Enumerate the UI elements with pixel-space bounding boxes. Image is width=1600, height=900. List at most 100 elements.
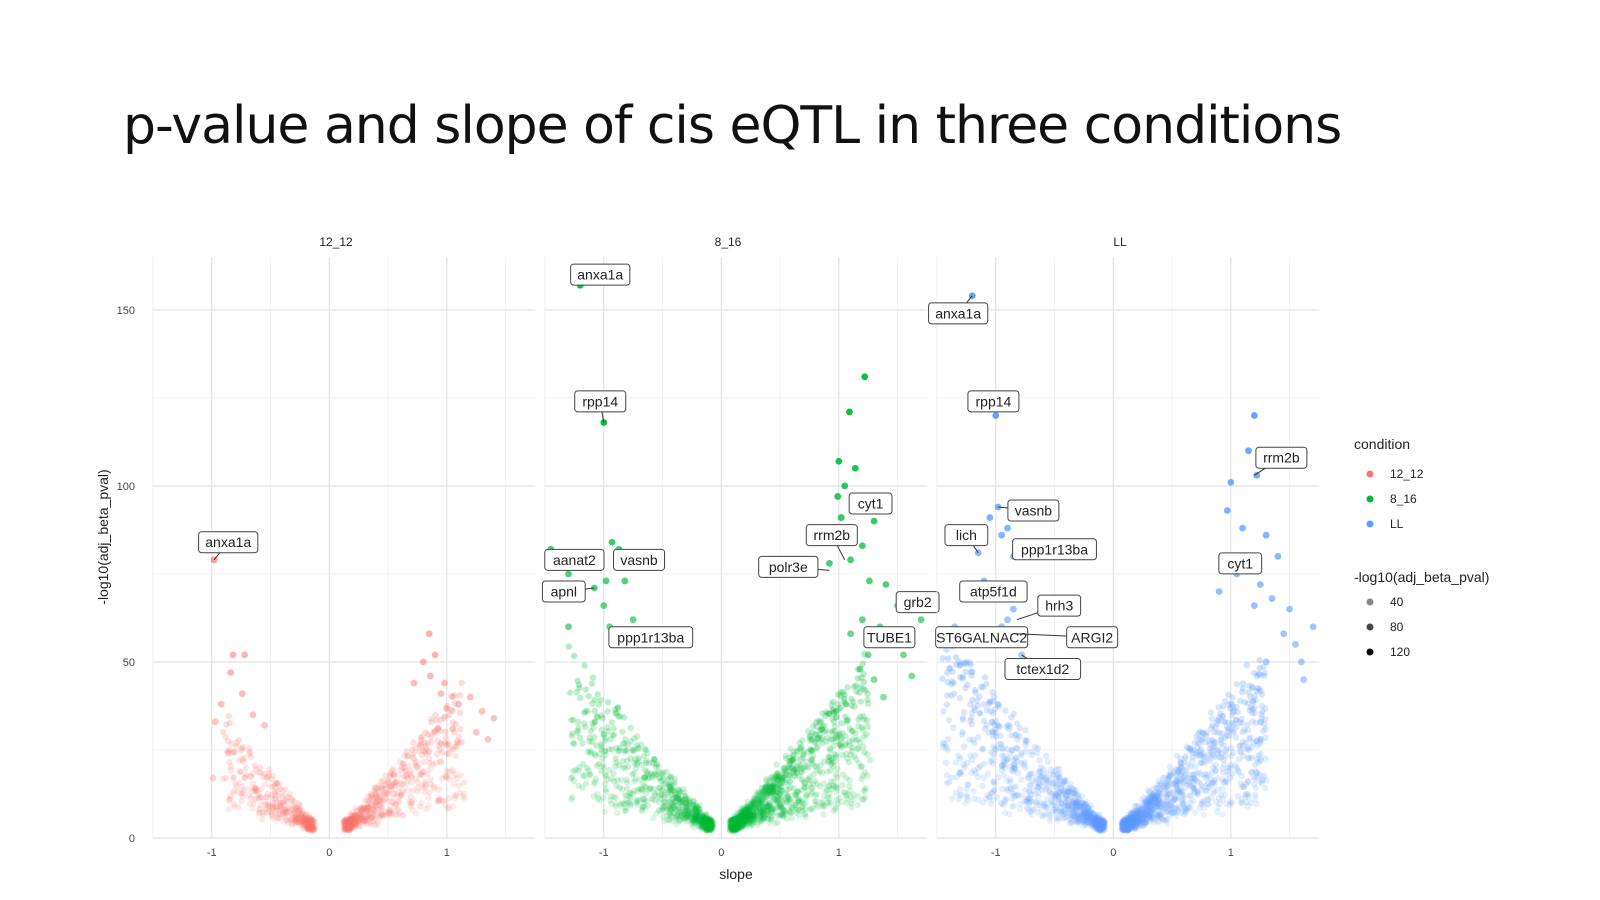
data-point xyxy=(343,818,351,826)
data-point xyxy=(685,806,692,813)
data-point xyxy=(272,794,280,802)
data-point xyxy=(307,816,314,824)
data-point xyxy=(643,768,650,775)
data-point xyxy=(418,733,426,740)
data-point xyxy=(342,826,349,834)
data-point xyxy=(414,763,422,770)
data-point xyxy=(341,820,349,827)
data-point xyxy=(591,718,599,725)
data-point xyxy=(277,803,285,811)
data-point xyxy=(353,815,360,822)
data-point xyxy=(303,817,311,824)
data-point xyxy=(282,808,290,816)
data-point xyxy=(700,818,708,826)
data-point xyxy=(300,822,307,829)
data-point xyxy=(437,759,445,766)
data-point xyxy=(282,809,289,817)
data-point xyxy=(300,819,308,826)
data-point xyxy=(602,772,610,780)
data-point xyxy=(350,811,358,819)
data-point xyxy=(298,818,305,825)
data-point xyxy=(861,373,869,381)
data-point xyxy=(373,798,380,805)
data-point xyxy=(575,681,583,689)
data-point xyxy=(707,817,714,825)
data-point xyxy=(420,768,428,775)
data-point xyxy=(347,818,355,826)
data-point xyxy=(1243,661,1250,669)
data-point xyxy=(299,811,307,818)
data-point xyxy=(404,786,411,794)
data-point xyxy=(269,812,277,820)
data-point xyxy=(257,793,265,800)
point-label: cyt1 xyxy=(858,495,884,511)
data-point xyxy=(633,742,641,749)
data-point xyxy=(357,813,364,820)
data-point xyxy=(311,822,319,829)
data-point xyxy=(1026,788,1033,795)
data-point xyxy=(451,795,458,802)
data-point xyxy=(283,817,290,824)
data-point xyxy=(382,772,389,779)
data-point xyxy=(382,808,390,816)
data-point xyxy=(670,793,678,801)
data-point xyxy=(268,803,275,810)
data-point xyxy=(377,810,384,817)
data-point xyxy=(364,804,371,812)
data-point xyxy=(390,765,397,773)
data-point xyxy=(209,774,217,782)
data-point xyxy=(834,774,841,781)
data-point xyxy=(285,805,292,813)
data-point xyxy=(1065,803,1073,810)
data-point xyxy=(690,813,697,820)
data-point xyxy=(347,817,354,825)
data-point xyxy=(750,812,757,819)
data-point xyxy=(299,817,307,825)
data-point xyxy=(612,755,619,762)
data-point xyxy=(269,805,276,813)
data-point xyxy=(708,820,715,827)
point-label: TUBE1 xyxy=(867,629,912,645)
data-point xyxy=(987,800,994,808)
data-point xyxy=(955,795,963,803)
data-point xyxy=(359,803,366,811)
data-point xyxy=(349,821,357,829)
data-point xyxy=(676,810,683,817)
data-point xyxy=(350,813,357,821)
data-point xyxy=(388,809,396,816)
data-point xyxy=(345,826,352,834)
data-point xyxy=(357,805,364,812)
data-point xyxy=(702,821,709,828)
data-point xyxy=(655,774,663,782)
data-point xyxy=(917,616,925,624)
data-point xyxy=(292,816,300,823)
data-point xyxy=(230,774,238,781)
data-point xyxy=(622,804,630,812)
data-point xyxy=(607,793,615,800)
data-point xyxy=(1036,801,1043,809)
data-point xyxy=(612,763,619,770)
data-point xyxy=(967,701,974,708)
data-point xyxy=(397,792,404,799)
data-point xyxy=(309,816,316,824)
data-point xyxy=(437,690,445,698)
data-point xyxy=(345,821,352,829)
data-point xyxy=(345,826,353,833)
data-point xyxy=(668,800,675,807)
data-point xyxy=(880,693,887,701)
data-point xyxy=(362,817,369,824)
data-point xyxy=(633,798,641,805)
data-point xyxy=(589,719,596,727)
data-point xyxy=(357,814,365,821)
data-point xyxy=(944,735,952,743)
data-point xyxy=(341,819,348,827)
data-point xyxy=(342,824,350,832)
data-point xyxy=(631,778,638,785)
data-point xyxy=(367,820,374,828)
data-point xyxy=(341,817,349,825)
data-point xyxy=(678,798,686,805)
data-point xyxy=(357,813,364,820)
data-point xyxy=(270,805,277,812)
data-point xyxy=(646,785,654,792)
data-point xyxy=(303,811,310,818)
